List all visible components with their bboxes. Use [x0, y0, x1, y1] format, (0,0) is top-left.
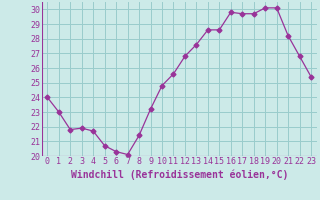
X-axis label: Windchill (Refroidissement éolien,°C): Windchill (Refroidissement éolien,°C): [70, 169, 288, 180]
